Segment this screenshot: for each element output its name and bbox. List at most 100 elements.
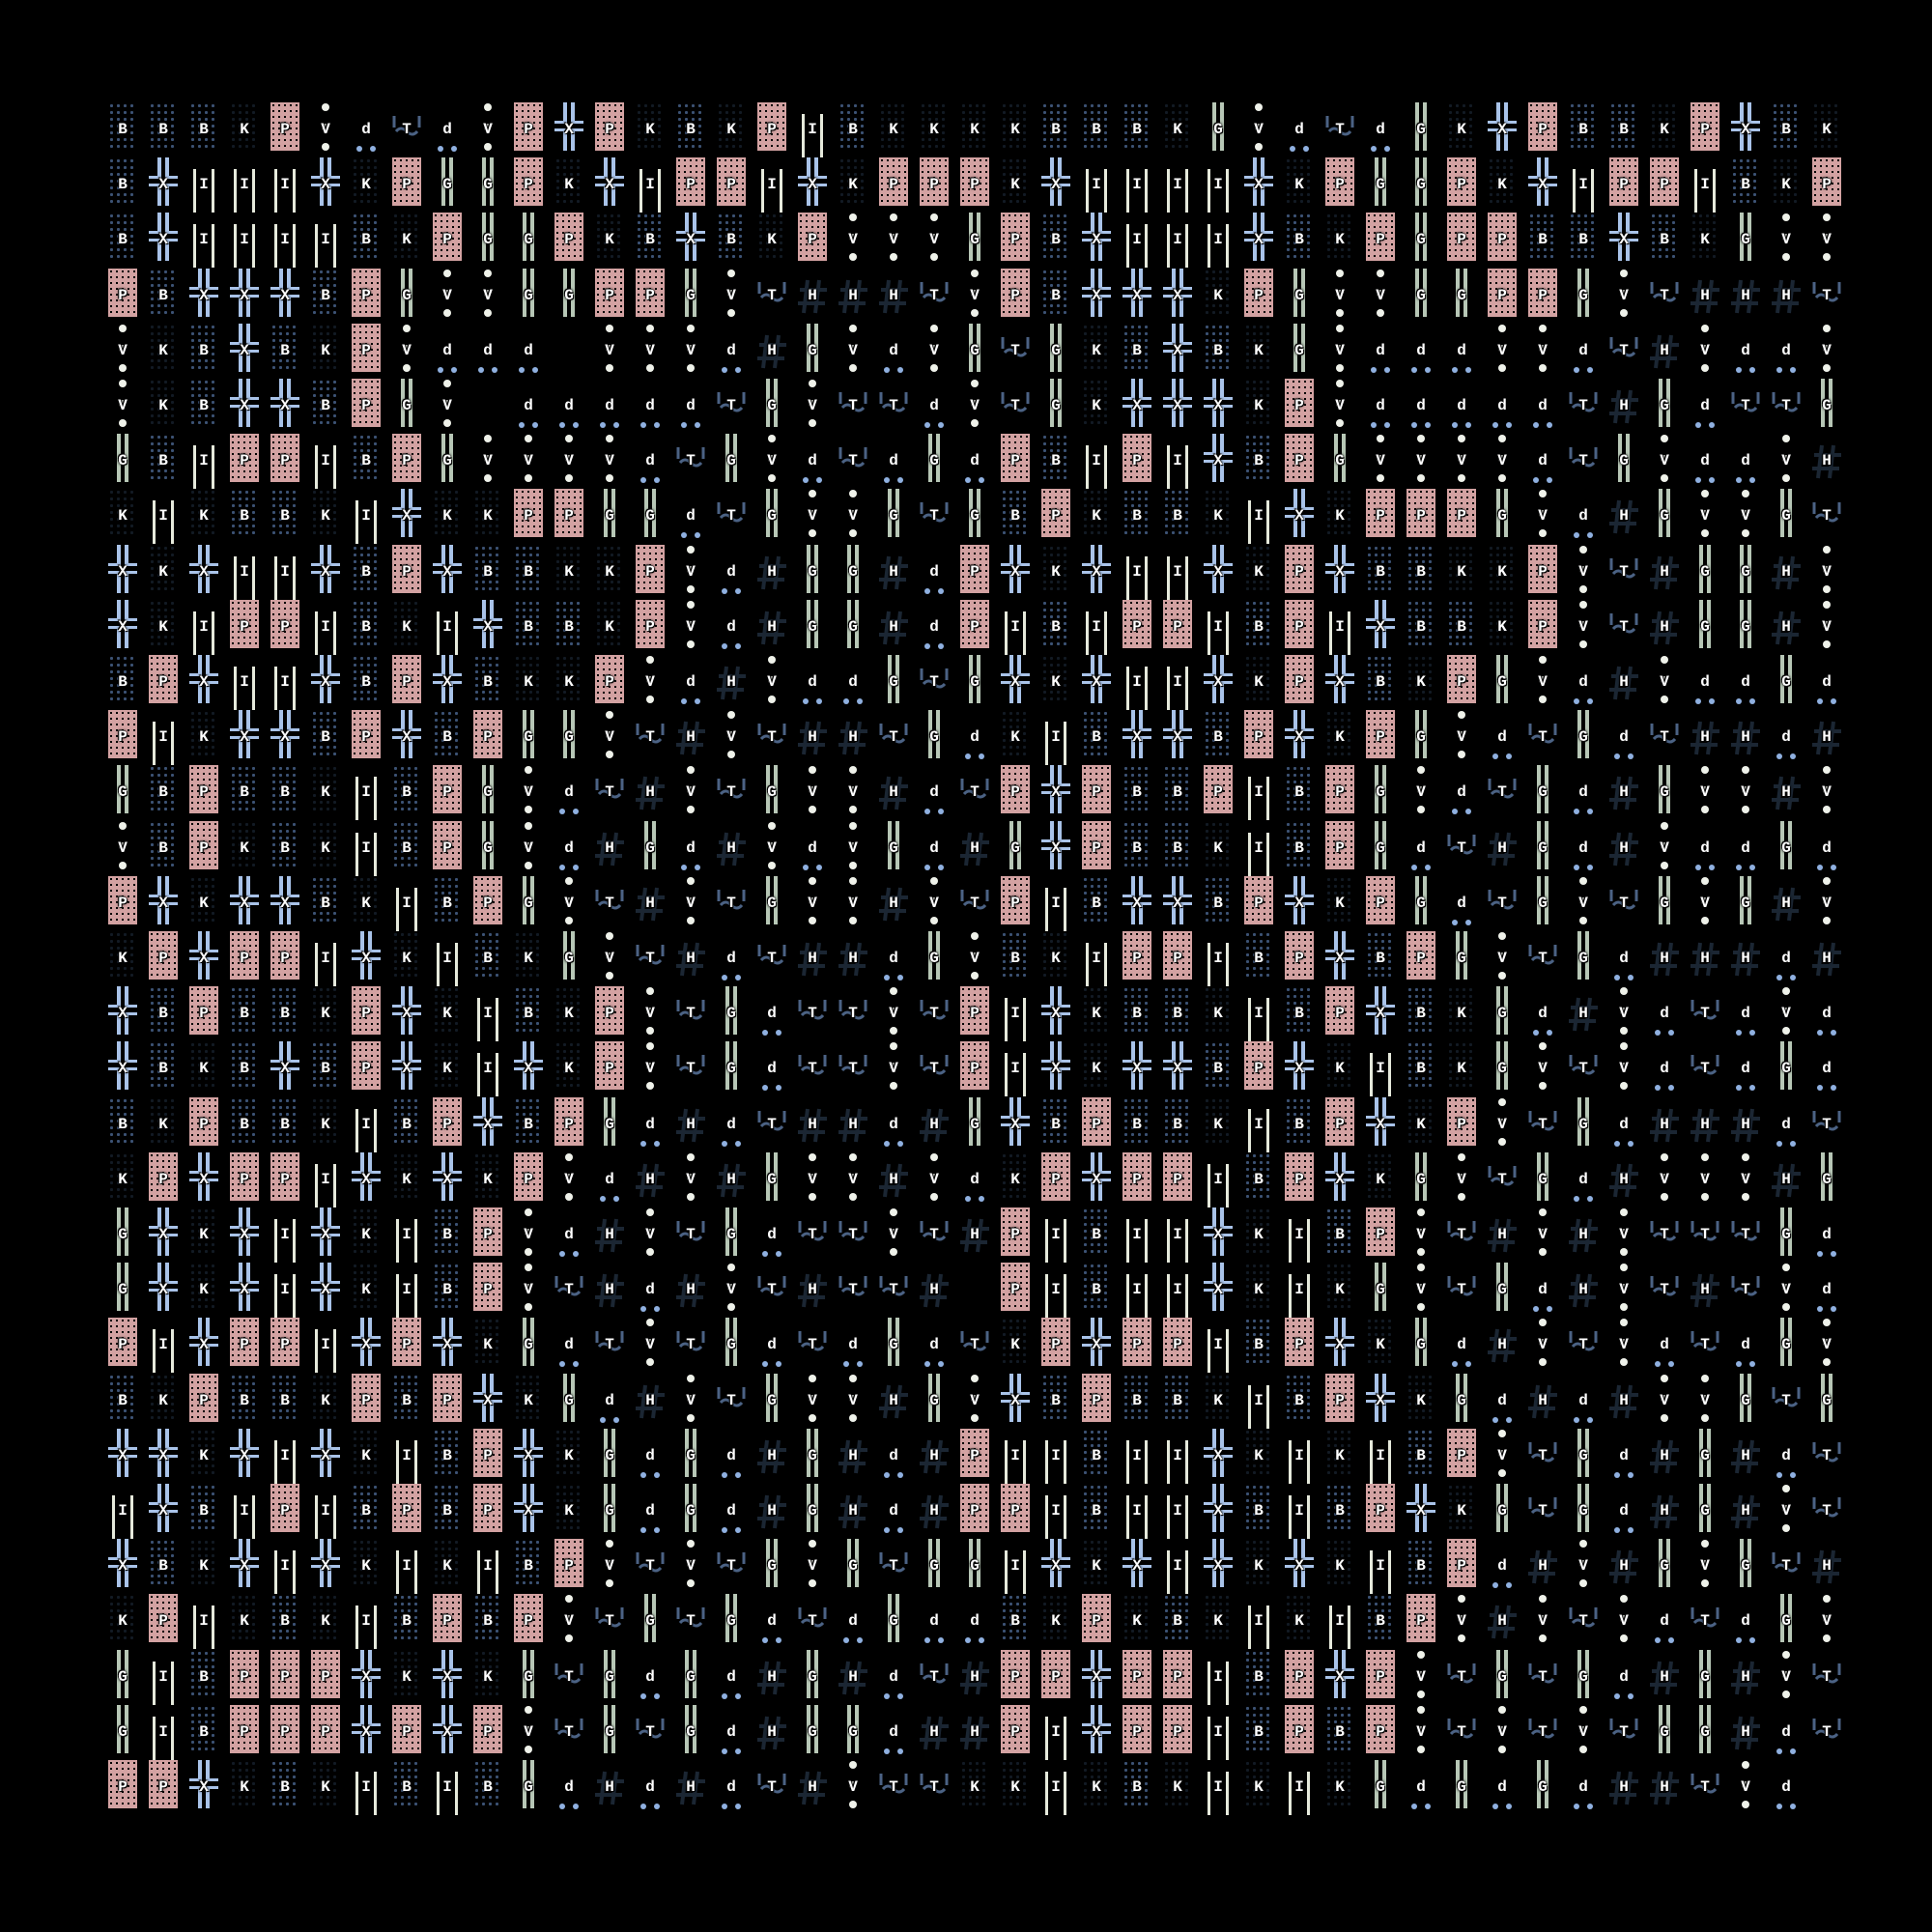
- white-bars-glyph: [1238, 489, 1279, 545]
- low-dots-glyph: [1563, 324, 1604, 379]
- low-dots-glyph: [914, 545, 954, 600]
- blue-dotted-block-glyph: [468, 544, 508, 600]
- pink-dotted-block-glyph: [670, 157, 711, 213]
- double-cross-glyph: [184, 268, 224, 324]
- double-cross-glyph: [224, 710, 265, 765]
- white-bars-glyph: [224, 655, 265, 710]
- vertical-dots-glyph: [1441, 434, 1482, 489]
- vertical-dots-glyph: [1685, 324, 1725, 379]
- vertical-dots-glyph: [711, 710, 752, 765]
- white-bars-glyph: [224, 545, 265, 600]
- dark-dotted-block-glyph: [833, 157, 873, 213]
- double-cross-glyph: [1076, 544, 1117, 600]
- vertical-dots-glyph: [549, 434, 589, 489]
- pink-dotted-block-glyph: [468, 710, 508, 765]
- vertical-dots-glyph: [102, 324, 143, 379]
- dark-dotted-block-glyph: [1076, 489, 1117, 544]
- dark-dotted-block-glyph: [305, 489, 346, 544]
- low-dots-glyph: [873, 434, 914, 489]
- double-cross-glyph: [1157, 323, 1198, 379]
- blue-dotted-block-glyph: [1563, 102, 1604, 157]
- vertical-dots-glyph: [1806, 213, 1847, 268]
- tilde-face-glyph: [1806, 269, 1847, 324]
- low-dots-glyph: [954, 710, 995, 765]
- vertical-dots-glyph: [954, 379, 995, 434]
- double-cross-glyph: [1238, 213, 1279, 268]
- white-bars-glyph: [265, 213, 305, 269]
- low-dots-glyph: [914, 379, 954, 434]
- low-dots-glyph: [670, 655, 711, 710]
- dark-dotted-block-glyph: [468, 489, 508, 544]
- vertical-dots-glyph: [1806, 600, 1847, 655]
- white-bars-glyph: [1685, 157, 1725, 213]
- dark-dotted-block-glyph: [995, 157, 1036, 213]
- pink-dotted-block-glyph: [346, 323, 386, 379]
- white-bars-glyph: [1117, 545, 1157, 600]
- blue-dotted-block-glyph: [1238, 434, 1279, 489]
- vertical-dots-glyph: [589, 710, 630, 765]
- blue-dotted-block-glyph: [143, 434, 184, 489]
- low-dots-glyph: [468, 324, 508, 379]
- green-double-bar-glyph: [792, 323, 833, 379]
- double-cross-glyph: [386, 489, 427, 544]
- white-bars-glyph: [792, 102, 833, 157]
- hash-glyph: [1644, 545, 1685, 600]
- blue-dotted-block-glyph: [1604, 102, 1644, 157]
- dark-dotted-block-glyph: [386, 213, 427, 268]
- vertical-dots-glyph: [589, 434, 630, 489]
- green-double-bar-glyph: [752, 379, 792, 434]
- grid-row-text: GBPBBKIBPGVdTHVTGVVHdTPXPBBPIBPGVdTGdHGV…: [118, 783, 1863, 802]
- low-dots-glyph: [670, 379, 711, 434]
- pink-dotted-block-glyph: [508, 157, 549, 213]
- pink-dotted-block-glyph: [102, 268, 143, 324]
- vertical-dots-glyph: [630, 655, 670, 710]
- low-dots-glyph: [914, 600, 954, 655]
- low-dots-glyph: [630, 434, 670, 489]
- white-bars-glyph: [1076, 157, 1117, 213]
- green-double-bar-glyph: [833, 599, 873, 655]
- grid-row-text: GIBPPPXKXKGTGdGdHGHdTHPPXPPIBPXPVTGTGdHG…: [118, 1667, 1863, 1686]
- dark-dotted-block-glyph: [1685, 213, 1725, 268]
- white-bars-glyph: [630, 157, 670, 213]
- blue-dotted-block-glyph: [1522, 213, 1563, 268]
- low-dots-glyph: [711, 600, 752, 655]
- blue-dotted-block-glyph: [1117, 323, 1157, 379]
- white-bars-glyph: [1157, 655, 1198, 710]
- low-dots-glyph: [427, 102, 468, 157]
- pink-dotted-block-glyph: [549, 213, 589, 268]
- tilde-face-glyph: [1644, 269, 1685, 324]
- dark-dotted-block-glyph: [1806, 102, 1847, 157]
- green-double-bar-glyph: [792, 544, 833, 600]
- dark-dotted-block-glyph: [630, 102, 670, 157]
- low-dots-glyph: [1441, 379, 1482, 434]
- pink-dotted-block-glyph: [508, 102, 549, 157]
- double-cross-glyph: [224, 323, 265, 379]
- vertical-dots-glyph: [1522, 489, 1563, 544]
- tilde-face-glyph: [873, 710, 914, 765]
- pink-dotted-block-glyph: [1238, 268, 1279, 324]
- low-dots-glyph: [873, 324, 914, 379]
- pink-dotted-block-glyph: [1157, 599, 1198, 655]
- double-cross-glyph: [1117, 268, 1157, 324]
- low-dots-glyph: [549, 379, 589, 434]
- tilde-face-glyph: [914, 489, 954, 544]
- pink-dotted-block-glyph: [954, 544, 995, 600]
- vertical-dots-glyph: [954, 269, 995, 324]
- tilde-face-glyph: [711, 489, 752, 544]
- grid-row-text: XXKXIXKIBPXKGdGdHGHdHPIIBIIXKIKIBPVTGdHG…: [118, 1446, 1863, 1464]
- low-dots-glyph: [1685, 655, 1725, 710]
- pink-dotted-block-glyph: [1360, 489, 1401, 544]
- white-bars-glyph: [995, 600, 1036, 655]
- pink-dotted-block-glyph: [346, 710, 386, 765]
- pink-dotted-block-glyph: [224, 599, 265, 655]
- dark-dotted-block-glyph: [184, 489, 224, 544]
- green-double-bar-glyph: [1401, 213, 1441, 268]
- pink-dotted-block-glyph: [386, 434, 427, 489]
- pink-dotted-block-glyph: [143, 655, 184, 710]
- pink-dotted-block-glyph: [549, 489, 589, 544]
- tilde-face-glyph: [1604, 600, 1644, 655]
- grid-row-text: BKPBBKPBPXKGdHVTGVVHGVXBPBBKIBPXKGdHdHVV…: [118, 1391, 1863, 1409]
- pink-dotted-block-glyph: [792, 213, 833, 268]
- vertical-dots-glyph: [1522, 324, 1563, 379]
- hash-glyph: [792, 710, 833, 765]
